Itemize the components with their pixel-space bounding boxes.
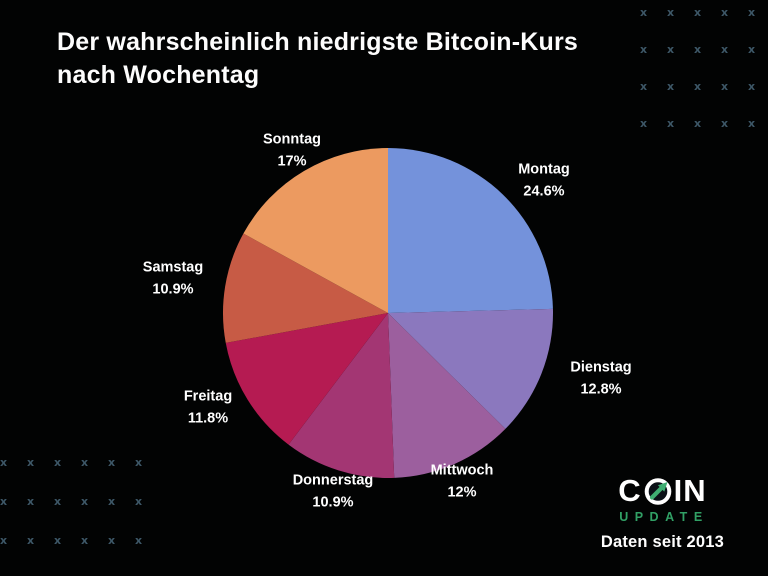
x-decoration-glyph: x (720, 43, 729, 56)
x-decoration-glyph: x (0, 456, 8, 469)
x-decoration-glyph: x (26, 456, 35, 469)
slice-label-value: 12% (447, 484, 477, 500)
slice-label-value: 24.6% (523, 183, 565, 199)
x-decoration-glyph: x (80, 456, 89, 469)
slice-label-value: 11.8% (187, 410, 229, 426)
x-decoration-glyph: x (0, 534, 8, 547)
page-title: Der wahrscheinlich niedrigste Bitcoin-Ku… (57, 26, 578, 92)
x-decoration-glyph: x (693, 43, 702, 56)
x-decoration-glyph: x (666, 80, 675, 93)
slice-label-value: 10.9% (312, 494, 354, 510)
x-decoration-glyph: x (26, 534, 35, 547)
pie-slice-label-samstag: Samstag 10.9% (143, 258, 203, 301)
pie-slice-dienstag (388, 308, 553, 429)
x-decoration-glyph: x (107, 456, 116, 469)
slice-label-name: Samstag (142, 259, 204, 276)
x-decoration-glyph: x (53, 456, 62, 469)
title-line-2: nach Wochentag (57, 61, 260, 89)
x-decoration-glyph: x (53, 534, 62, 547)
slice-label-name: Sonntag (263, 131, 321, 148)
decoration-x-grid-bottom-left: x x x x x x x x x x x x x x x x x x (0, 456, 152, 573)
x-decoration-glyph: x (80, 534, 89, 547)
slice-label-name: Mittwoch (430, 462, 494, 479)
slice-label-name: Montag (518, 161, 570, 178)
title-line-1: Der wahrscheinlich niedrigste Bitcoin-Ku… (57, 28, 579, 56)
x-decoration-glyph: x (747, 43, 756, 56)
pie-slice-label-donnerstag: Donnerstag 10.9% (293, 471, 374, 514)
x-decoration-glyph: x (666, 6, 675, 19)
x-decoration-glyph: x (107, 495, 116, 508)
x-decoration-glyph: x (80, 495, 89, 508)
x-decoration-glyph: x (639, 80, 648, 93)
pie-slice-label-mittwoch: Mittwoch 12% (431, 461, 494, 504)
x-decoration-glyph: x (134, 495, 143, 508)
slice-label-value: 10.9% (152, 281, 194, 297)
coin-o-arrow-icon (643, 476, 673, 506)
brand-block: C IN UPDATE Daten seit 2013 (601, 475, 724, 552)
x-decoration-glyph: x (134, 534, 143, 547)
pie-slice-label-dienstag: Dienstag 12.8% (570, 358, 631, 401)
x-decoration-glyph: x (693, 6, 702, 19)
x-decoration-glyph: x (107, 534, 116, 547)
logo-text-in: IN (673, 473, 707, 508)
x-decoration-glyph: x (720, 6, 729, 19)
pie-slice-mittwoch (388, 313, 506, 478)
pie-slice-samstag (223, 233, 388, 343)
pie-slice-montag (388, 148, 553, 313)
x-decoration-glyph: x (693, 117, 702, 130)
pie-slice-label-montag: Montag 24.6% (518, 160, 570, 203)
slice-label-name: Freitag (183, 388, 233, 405)
x-decoration-glyph: x (720, 80, 729, 93)
x-decoration-glyph: x (693, 80, 702, 93)
pie-slice-label-freitag: Freitag 11.8% (184, 387, 232, 430)
x-decoration-glyph: x (26, 495, 35, 508)
slice-label-name: Dienstag (570, 359, 632, 376)
slice-label-name: Donnerstag (292, 472, 374, 489)
slice-label-value: 12.8% (580, 381, 622, 397)
x-decoration-glyph: x (747, 117, 756, 130)
x-decoration-glyph: x (639, 117, 648, 130)
x-decoration-glyph: x (134, 456, 143, 469)
x-decoration-glyph: x (666, 117, 675, 130)
x-decoration-glyph: x (639, 6, 648, 19)
x-decoration-glyph: x (639, 43, 648, 56)
pie-slice-sonntag (243, 148, 388, 313)
logo-text-c: C (618, 473, 642, 508)
logo-subtitle: UPDATE (619, 510, 709, 524)
data-source-caption: Daten seit 2013 (600, 533, 724, 551)
x-decoration-glyph: x (720, 117, 729, 130)
slice-label-value: 17% (277, 153, 307, 169)
x-decoration-glyph: x (747, 80, 756, 93)
x-decoration-glyph: x (747, 6, 756, 19)
x-decoration-glyph: x (666, 43, 675, 56)
pie-slice-label-sonntag: Sonntag 17% (263, 130, 321, 173)
coin-update-logo: C IN (601, 475, 724, 507)
pie-slice-freitag (225, 313, 388, 445)
x-decoration-glyph: x (0, 495, 8, 508)
pie-slice-donnerstag (288, 313, 395, 478)
x-decoration-glyph: x (53, 495, 62, 508)
